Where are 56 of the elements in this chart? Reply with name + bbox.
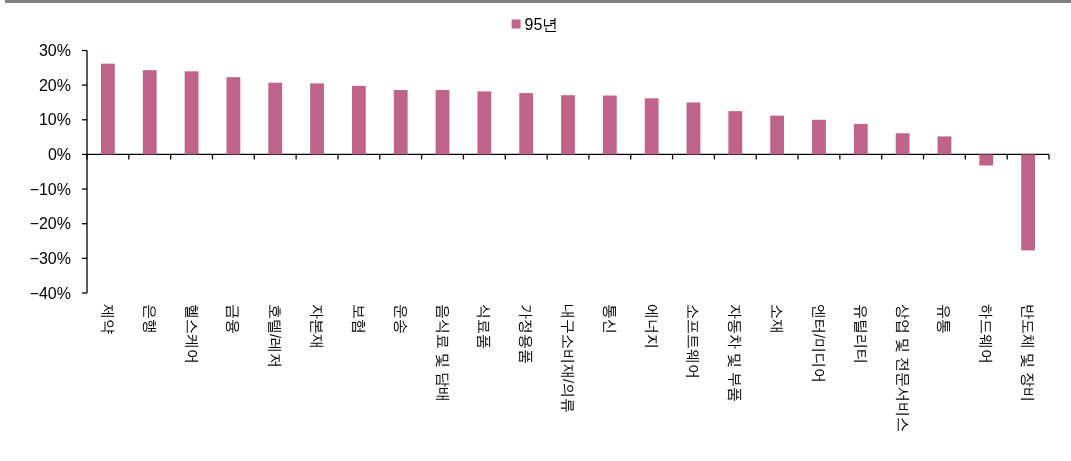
x-tick-label: 음식료 및 담배 [434,304,451,403]
x-tick-label: 상업 및 전문서비스 [894,304,911,433]
bar [728,111,743,155]
bar [101,63,115,155]
y-tick-label: 30% [38,42,71,59]
y-tick-label: 20% [38,76,71,94]
x-tick-label: 엔터/미디어 [810,304,827,384]
bar [226,77,241,155]
x-tick-label: 금융 [225,304,242,334]
bar [477,91,492,155]
bar [310,83,324,155]
bar [142,70,157,155]
legend: 95년 [511,15,559,33]
x-tick-label: 유통 [936,304,953,334]
x-tick-label: 제약 [99,304,116,334]
x-tick-label: 자본재 [309,304,326,349]
x-tick-label: 식료품 [476,304,493,349]
bar [937,136,952,155]
bar [268,82,283,155]
y-tick-label: −40% [29,284,71,302]
bar [853,123,868,155]
bar [1021,154,1035,251]
bar [979,154,994,166]
x-tick-label: 에너지 [643,304,660,349]
x-tick-label: 통신 [601,304,618,334]
x-tick-label: 운송 [392,304,409,334]
legend-label: 95년 [524,15,559,33]
x-tick-label: 가정용품 [518,304,535,364]
x-tick-label: 소프트웨어 [685,304,702,379]
x-tick-label: 하드웨어 [978,304,995,364]
bar [519,93,534,155]
y-tick-label: −10% [29,180,71,198]
bar [895,133,910,155]
bar [351,85,366,155]
bar [393,89,408,155]
y-tick-label: 10% [38,111,71,129]
bar [644,98,659,155]
x-tick-label: 자동차 및 부품 [727,304,744,403]
bar [770,115,785,155]
x-tick-label: 호텔/레저 [267,304,284,369]
x-tick-label: 헬스케어 [183,304,200,364]
x-tick-label: 보험 [350,304,367,334]
y-tick-label: −30% [29,249,71,267]
x-tick-label: 유틸리티 [852,304,869,364]
bar [435,89,450,155]
bar [812,119,826,155]
x-tick-label: 내구소비재/의류 [560,304,576,414]
x-tick-label: 은행 [141,304,158,334]
x-tick-label: 소재 [769,304,786,334]
bar [184,71,199,155]
y-tick-label: −20% [29,215,71,233]
bar [686,102,701,155]
bar [602,95,617,155]
bar [561,95,575,155]
x-tick-label: 반도체 및 장비 [1020,304,1037,403]
y-tick-label: 0% [47,145,71,163]
